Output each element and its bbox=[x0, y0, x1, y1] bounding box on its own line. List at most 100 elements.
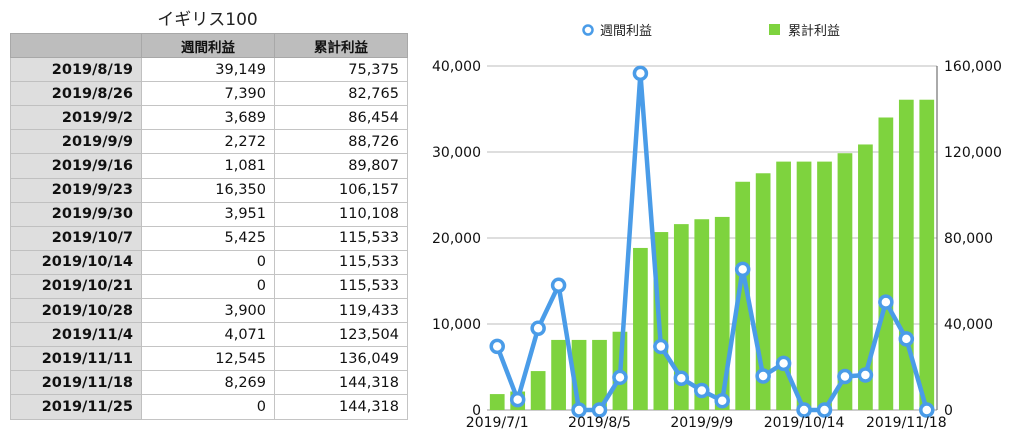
row-date: 2019/11/4 bbox=[10, 322, 142, 348]
row-date: 2019/8/26 bbox=[10, 81, 142, 107]
right-tick-label: 160,000 bbox=[944, 59, 1002, 75]
row-cumulative-profit: 75,375 bbox=[274, 57, 408, 83]
table-row: 2019/10/28 3,900 119,433 bbox=[10, 298, 408, 324]
point-weekly bbox=[714, 392, 730, 409]
table-row: 2019/9/9 2,272 88,726 bbox=[10, 129, 408, 155]
row-cumulative-profit: 86,454 bbox=[274, 105, 408, 131]
row-weekly-profit: 3,951 bbox=[141, 201, 275, 227]
table-row: 2019/9/2 3,689 86,454 bbox=[10, 105, 408, 131]
bar-cumulative bbox=[796, 161, 812, 410]
x-tick-label: 2019/10/14 bbox=[764, 415, 845, 431]
bar-cumulative bbox=[817, 161, 832, 410]
row-date: 2019/10/7 bbox=[10, 225, 142, 251]
bar-cumulative bbox=[858, 144, 873, 410]
point-weekly bbox=[653, 338, 669, 355]
row-weekly-profit: 7,390 bbox=[141, 81, 275, 107]
point-weekly bbox=[857, 367, 874, 383]
point-weekly bbox=[837, 368, 853, 385]
left-tick-label: 20,000 bbox=[432, 231, 481, 247]
row-cumulative-profit: 115,533 bbox=[274, 273, 408, 300]
profit-table: 週間利益 累計利益 2019/8/19 39,149 75,375 2019/8/26… bbox=[10, 32, 408, 420]
point-weekly bbox=[530, 320, 546, 337]
header-corner bbox=[10, 32, 142, 59]
bar-cumulative bbox=[530, 371, 546, 410]
x-tick-label: 2019/8/5 bbox=[568, 415, 631, 431]
row-weekly-profit: 12,545 bbox=[141, 346, 275, 372]
row-cumulative-profit: 89,807 bbox=[274, 153, 408, 179]
point-weekly bbox=[550, 277, 567, 294]
row-cumulative-profit: 82,765 bbox=[274, 81, 408, 107]
row-date: 2019/8/19 bbox=[10, 57, 142, 83]
left-tick-label: 10,000 bbox=[432, 317, 481, 333]
row-cumulative-profit: 88,726 bbox=[274, 129, 408, 155]
row-date: 2019/9/2 bbox=[10, 105, 142, 131]
x-tick-label: 2019/11/18 bbox=[866, 415, 947, 431]
profit-chart: 0 10,000 20,000 30,000 40,000 0 40,000 80,000 12… bbox=[432, 23, 1002, 431]
row-cumulative-profit: 144,318 bbox=[274, 394, 408, 420]
header-cumulative-profit: 累計利益 bbox=[274, 32, 408, 59]
table-row: 2019/10/21 0 115,533 bbox=[10, 273, 408, 300]
row-weekly-profit: 0 bbox=[141, 249, 275, 275]
table-row: 2019/10/7 5,425 115,533 bbox=[10, 225, 408, 251]
table-header-row: 週間利益 累計利益 bbox=[10, 32, 408, 59]
right-tick-label: 0 bbox=[944, 403, 953, 419]
right-tick-label: 120,000 bbox=[944, 145, 1002, 161]
row-weekly-profit: 3,689 bbox=[141, 105, 275, 131]
left-tick-label: 30,000 bbox=[432, 145, 481, 161]
header-weekly-profit: 週間利益 bbox=[141, 32, 275, 59]
table-row: 2019/9/30 3,951 110,108 bbox=[10, 201, 408, 227]
bar-cumulative bbox=[837, 153, 853, 410]
row-date: 2019/9/23 bbox=[10, 177, 142, 203]
table-row: 2019/11/11 12,545 136,049 bbox=[10, 346, 408, 372]
row-weekly-profit: 0 bbox=[141, 273, 275, 300]
point-weekly bbox=[919, 402, 935, 418]
row-weekly-profit: 39,149 bbox=[141, 57, 275, 83]
legend-cumulative-label: 累計利益 bbox=[788, 23, 840, 39]
row-weekly-profit: 1,081 bbox=[141, 153, 275, 179]
table-row: 2019/11/25 0 144,318 bbox=[10, 394, 408, 420]
row-weekly-profit: 16,350 bbox=[141, 177, 275, 203]
bar-cumulative bbox=[489, 394, 505, 410]
row-cumulative-profit: 115,533 bbox=[274, 249, 408, 275]
bar-cumulative bbox=[551, 339, 566, 410]
row-cumulative-profit: 136,049 bbox=[274, 346, 408, 372]
row-date: 2019/10/28 bbox=[10, 298, 142, 324]
x-tick-label: 2019/7/1 bbox=[466, 415, 529, 431]
row-date: 2019/10/21 bbox=[10, 273, 142, 300]
legend-weekly-label: 週間利益 bbox=[600, 24, 652, 39]
row-date: 2019/9/9 bbox=[10, 129, 142, 155]
line-weekly bbox=[495, 71, 929, 413]
point-weekly bbox=[796, 402, 812, 418]
point-weekly bbox=[755, 368, 771, 384]
table-row: 2019/11/18 8,269 144,318 bbox=[10, 370, 408, 396]
legend-bar-icon bbox=[769, 24, 780, 35]
row-weekly-profit: 5,425 bbox=[141, 225, 275, 251]
row-cumulative-profit: 119,433 bbox=[274, 298, 408, 324]
bar-cumulative bbox=[673, 224, 689, 410]
x-tick-label: 2019/9/9 bbox=[670, 415, 733, 431]
left-tick-label: 40,000 bbox=[432, 59, 481, 75]
row-cumulative-profit: 123,504 bbox=[274, 322, 408, 348]
point-weekly bbox=[632, 65, 649, 82]
row-date: 2019/11/18 bbox=[10, 370, 142, 396]
bar-cumulative bbox=[776, 161, 791, 410]
bar-cumulative bbox=[694, 219, 710, 410]
point-weekly bbox=[673, 370, 690, 387]
bar-cumulative bbox=[592, 339, 607, 410]
row-weekly-profit: 0 bbox=[141, 394, 275, 420]
right-tick-label: 40,000 bbox=[944, 317, 993, 333]
row-weekly-profit: 4,071 bbox=[141, 322, 275, 348]
table-row: 2019/10/14 0 115,533 bbox=[10, 249, 408, 275]
bar-cumulative bbox=[714, 216, 730, 410]
point-weekly bbox=[509, 391, 526, 408]
legend-line-icon bbox=[582, 24, 594, 36]
row-weekly-profit: 8,269 bbox=[141, 370, 275, 396]
point-weekly bbox=[878, 294, 894, 310]
table-title: イギリス100 bbox=[157, 10, 258, 30]
row-cumulative-profit: 106,157 bbox=[274, 177, 408, 203]
row-weekly-profit: 2,272 bbox=[141, 129, 275, 155]
point-weekly bbox=[591, 402, 608, 418]
point-weekly bbox=[775, 355, 792, 372]
point-weekly bbox=[898, 331, 915, 347]
row-date: 2019/10/14 bbox=[10, 249, 142, 275]
